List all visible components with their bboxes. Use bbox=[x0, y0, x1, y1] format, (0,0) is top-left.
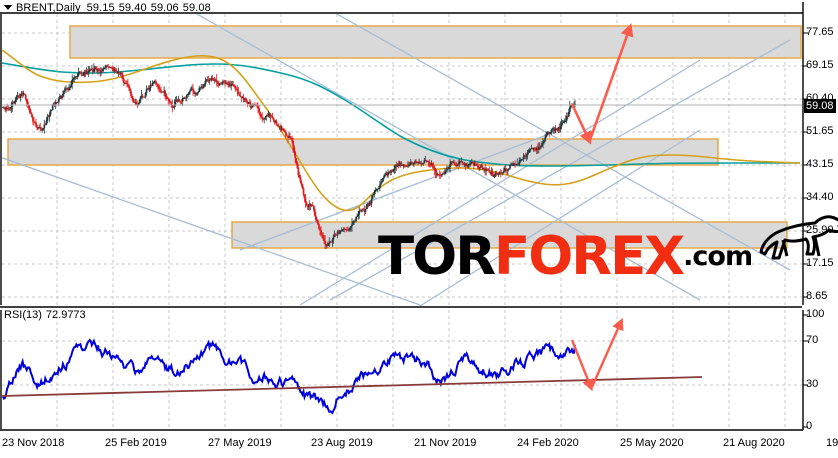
date-axis-tick-label: 27 May 2019 bbox=[208, 437, 272, 449]
close-value: 59.08 bbox=[182, 2, 211, 14]
date-axis-tick-label: 21 Nov 2019 bbox=[414, 437, 477, 449]
ma-fast-line bbox=[2, 49, 801, 212]
support-zone-lower bbox=[231, 221, 788, 249]
symbol-name: BRENT,Daily bbox=[16, 2, 81, 14]
rsi-axis-tick-label: 70 bbox=[806, 334, 819, 346]
price-axis-tick-label: 8.65 bbox=[806, 290, 828, 302]
date-axis-tick-label: 23 Nov 2018 bbox=[2, 437, 65, 449]
rsi-legend[interactable]: RSI(13) 72.9773 bbox=[4, 309, 86, 322]
symbol-legend[interactable]: BRENT,Daily 59.15 59.40 59.06 59.08 bbox=[4, 2, 215, 15]
axis-frame bbox=[0, 2, 804, 431]
price-axis-tick-label: 25.90 bbox=[806, 224, 834, 236]
rsi-axis-tick-label: 30 bbox=[806, 378, 819, 390]
price-forecast-arrows bbox=[570, 23, 634, 145]
current-price-badge: 59.08 bbox=[804, 99, 836, 113]
high-value: 59.40 bbox=[118, 2, 147, 14]
price-trendlines bbox=[2, 14, 791, 306]
rsi-indicator-name: RSI(13) bbox=[4, 309, 42, 321]
forecast-down-arrow bbox=[570, 103, 592, 145]
price-axis-tick-label: 51.65 bbox=[806, 125, 834, 137]
resistance-zone-upper bbox=[69, 25, 802, 59]
rsi-line bbox=[2, 338, 576, 415]
rsi-axis-tick-label: 100 bbox=[806, 308, 825, 320]
price-axis-tick-label: 17.15 bbox=[806, 257, 834, 269]
rsi-ascending-support bbox=[2, 376, 703, 397]
date-axis-tick-label: 25 Feb 2019 bbox=[105, 437, 167, 449]
support-zone-middle bbox=[7, 138, 719, 166]
rsi-forecast-up-arrow bbox=[590, 317, 624, 388]
rsi-grid bbox=[2, 310, 802, 429]
price-axis-tick-label: 34.40 bbox=[806, 191, 834, 203]
rsi-indicator-value: 72.9773 bbox=[45, 309, 86, 321]
rsi-forecast-arrows bbox=[570, 317, 624, 392]
date-axis-tick-label: 23 Aug 2019 bbox=[311, 437, 373, 449]
open-value: 59.15 bbox=[86, 2, 115, 14]
candlestick-series bbox=[2, 63, 576, 250]
date-axis-tick-label: 25 May 2020 bbox=[620, 437, 684, 449]
low-value: 59.06 bbox=[150, 2, 179, 14]
forecast-up-arrow bbox=[588, 23, 634, 141]
price-axis-tick-label: 43.15 bbox=[806, 158, 834, 170]
date-axis-tick-label: 19 Nov 2020 bbox=[826, 437, 838, 449]
rsi-forecast-down-arrow bbox=[570, 339, 594, 392]
ohlc-values: 59.15 59.40 59.06 59.08 bbox=[87, 2, 215, 14]
date-axis-tick-label: 21 Aug 2020 bbox=[723, 437, 785, 449]
rsi-axis-ticks bbox=[803, 314, 808, 428]
price-axis-tick-label: 69.15 bbox=[806, 59, 834, 71]
price-axis-tick-label: 77.65 bbox=[806, 26, 834, 38]
date-axis-tick-label: 24 Feb 2020 bbox=[517, 437, 579, 449]
rsi-axis-tick-label: 0 bbox=[806, 420, 813, 432]
chevron-down-icon[interactable] bbox=[4, 4, 12, 10]
